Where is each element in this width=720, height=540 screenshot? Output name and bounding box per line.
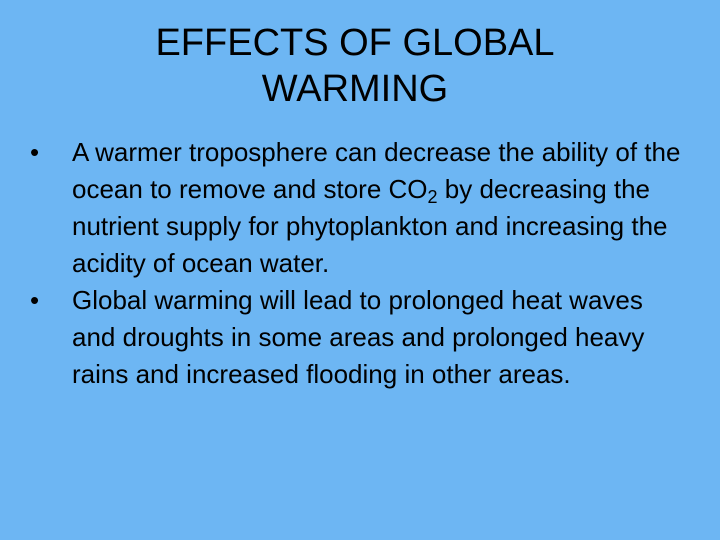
- bullet-text: by decreasing the nutrient supply for ph…: [72, 174, 668, 278]
- bullet-text: A warmer troposphere can decrease the ab…: [72, 137, 681, 204]
- slide-title: EFFECTS OF GLOBAL WARMING: [155, 22, 555, 110]
- subscript: 2: [427, 187, 438, 207]
- bullet-dot: •: [30, 137, 40, 167]
- bullet-dot: •: [30, 285, 40, 315]
- slide-body: • A warmer troposphere can decrease the a…: [30, 134, 685, 393]
- bullet: • Global warming will lead to prolonged h…: [30, 282, 685, 393]
- bullet: • A warmer troposphere can decrease the a…: [30, 134, 685, 282]
- bullet-text: Global warming will lead to prolonged he…: [72, 285, 645, 389]
